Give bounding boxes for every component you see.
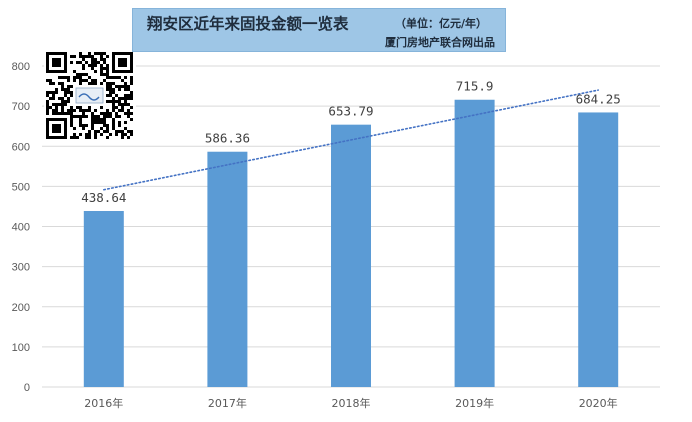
bars <box>83 99 619 388</box>
trendline-layer <box>103 89 600 191</box>
y-tick-label: 200 <box>12 302 30 314</box>
x-tick-label: 2020年 <box>579 396 618 410</box>
x-tick-label: 2017年 <box>208 396 247 410</box>
y-tick-label: 800 <box>12 61 30 73</box>
y-tick-label: 400 <box>12 222 30 234</box>
bar <box>331 124 371 388</box>
bar <box>83 210 124 387</box>
data-label: 438.64 <box>81 190 126 205</box>
y-axis-tick-labels: 0 100 200 300 400 500 600 700 800 <box>12 61 30 394</box>
bar <box>207 151 248 387</box>
y-tick-label: 300 <box>12 262 30 274</box>
data-label: 715.9 <box>456 79 494 94</box>
chart-source-label: 厦门房地产联合网出品 <box>385 36 495 49</box>
chart-unit-label: （单位：亿元/年） <box>395 17 488 30</box>
x-axis-category-labels: 2016年 2017年 2018年 2019年 2020年 <box>84 396 617 410</box>
data-label: 684.25 <box>576 91 621 106</box>
chart-title: 翔安区近年来固投金额一览表 <box>147 14 349 33</box>
y-tick-label: 600 <box>12 141 30 153</box>
data-label: 586.36 <box>205 131 250 146</box>
trendline <box>103 89 600 191</box>
data-labels: 438.64 586.36 653.79 715.9 684.25 <box>81 79 621 205</box>
y-tick-label: 100 <box>12 342 30 354</box>
chart-title-box: 翔安区近年来固投金额一览表 （单位：亿元/年） 厦门房地产联合网出品 <box>132 8 506 52</box>
y-tick-label: 700 <box>12 101 30 113</box>
bar <box>578 112 619 387</box>
qr-code-icon <box>44 52 136 140</box>
data-label: 653.79 <box>328 104 373 119</box>
y-tick-label: 0 <box>24 382 30 394</box>
x-tick-label: 2018年 <box>332 396 371 410</box>
y-tick-label: 500 <box>12 181 30 193</box>
x-tick-label: 2019年 <box>455 396 494 410</box>
bar <box>454 99 495 388</box>
x-tick-label: 2016年 <box>84 396 123 410</box>
